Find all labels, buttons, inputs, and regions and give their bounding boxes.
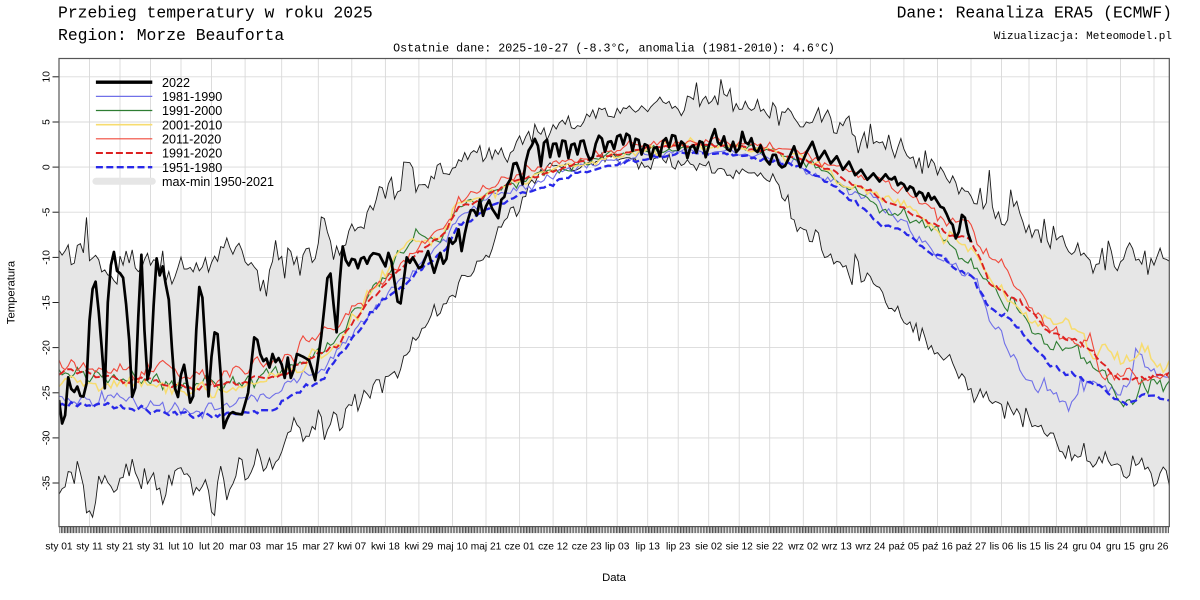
svg-text:cze 23: cze 23: [572, 542, 602, 553]
svg-text:sie 02: sie 02: [695, 542, 723, 553]
svg-text:Temperatura: Temperatura: [6, 260, 18, 324]
svg-text:lis 24: lis 24: [1045, 542, 1069, 553]
svg-text:2011-2020: 2011-2020: [162, 132, 221, 146]
svg-text:Przebieg temperatury w roku 20: Przebieg temperatury w roku 2025: [58, 4, 373, 23]
svg-text:mar 15: mar 15: [266, 542, 298, 553]
svg-text:Wizualizacja: Meteomodel.pl: Wizualizacja: Meteomodel.pl: [994, 31, 1172, 43]
svg-text:Dane: Reanaliza ERA5 (ECMWF): Dane: Reanaliza ERA5 (ECMWF): [897, 4, 1172, 23]
svg-text:-5: -5: [42, 207, 53, 216]
svg-text:lut 20: lut 20: [199, 542, 224, 553]
svg-text:mar 27: mar 27: [302, 542, 334, 553]
svg-text:sty 11: sty 11: [76, 542, 103, 553]
svg-text:mar 03: mar 03: [229, 542, 261, 553]
svg-text:paź 05: paź 05: [889, 542, 920, 553]
svg-text:gru 04: gru 04: [1072, 542, 1101, 553]
svg-text:-25: -25: [42, 385, 53, 400]
svg-text:5: 5: [42, 119, 53, 125]
svg-text:gru 26: gru 26: [1140, 542, 1169, 553]
svg-text:0: 0: [42, 164, 53, 170]
svg-text:lip 03: lip 03: [605, 542, 630, 553]
svg-text:Data: Data: [602, 572, 627, 584]
svg-text:-30: -30: [42, 430, 53, 445]
svg-text:kwi 18: kwi 18: [371, 542, 400, 553]
svg-text:sie 22: sie 22: [756, 542, 784, 553]
svg-text:Ostatnie dane: 2025-10-27 (-8.: Ostatnie dane: 2025-10-27 (-8.3°C, anoma…: [393, 42, 835, 56]
svg-text:1991-2000: 1991-2000: [162, 104, 222, 118]
svg-text:-35: -35: [42, 475, 53, 490]
svg-text:maj 10: maj 10: [437, 542, 468, 553]
svg-text:-10: -10: [42, 250, 53, 265]
svg-text:-20: -20: [42, 340, 53, 355]
svg-text:2022: 2022: [162, 76, 190, 90]
svg-text:Region: Morze Beauforta: Region: Morze Beauforta: [58, 26, 284, 45]
svg-text:wrz 02: wrz 02: [787, 542, 818, 553]
svg-text:wrz 24: wrz 24: [854, 542, 885, 553]
svg-text:1981-1990: 1981-1990: [162, 90, 222, 104]
svg-text:kwi 07: kwi 07: [337, 542, 366, 553]
svg-text:wrz 13: wrz 13: [821, 542, 852, 553]
svg-text:lip 23: lip 23: [666, 542, 691, 553]
svg-text:paź 16: paź 16: [922, 542, 953, 553]
svg-text:sty 01: sty 01: [45, 542, 73, 553]
svg-text:lis 15: lis 15: [1017, 542, 1041, 553]
svg-text:cze 01: cze 01: [505, 542, 535, 553]
svg-text:paź 27: paź 27: [956, 542, 987, 553]
svg-text:lip 13: lip 13: [636, 542, 661, 553]
svg-text:cze 12: cze 12: [538, 542, 568, 553]
svg-text:2001-2010: 2001-2010: [162, 118, 222, 132]
svg-text:gru 15: gru 15: [1106, 542, 1135, 553]
svg-text:sty 21: sty 21: [106, 542, 134, 553]
svg-text:maj 21: maj 21: [471, 542, 502, 553]
svg-text:-15: -15: [42, 295, 53, 310]
svg-text:lut 10: lut 10: [169, 542, 194, 553]
svg-text:kwi 29: kwi 29: [404, 542, 433, 553]
svg-text:lis 06: lis 06: [990, 542, 1014, 553]
svg-text:sty 31: sty 31: [137, 542, 165, 553]
svg-text:1951-1980: 1951-1980: [162, 161, 222, 175]
svg-text:max-min 1950-2021: max-min 1950-2021: [162, 175, 274, 189]
svg-text:1991-2020: 1991-2020: [162, 147, 222, 161]
svg-text:10: 10: [42, 71, 53, 83]
svg-text:sie 12: sie 12: [726, 542, 754, 553]
